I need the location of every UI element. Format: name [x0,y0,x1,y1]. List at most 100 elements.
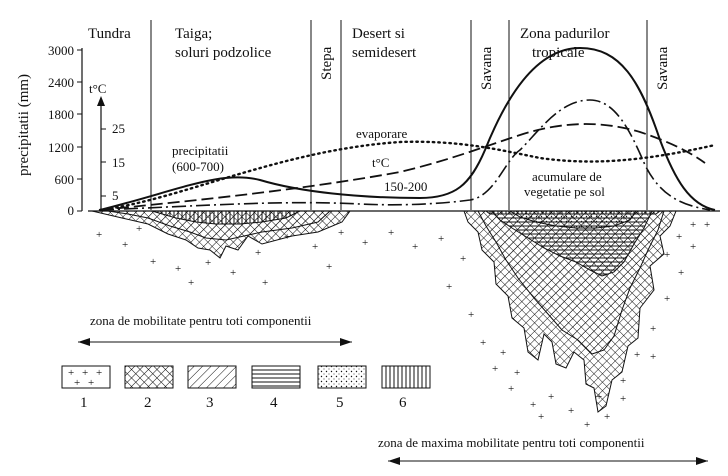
temperature-curve [99,123,706,211]
svg-text:+: + [188,277,194,289]
zone-label-savana-left: Savana [479,46,495,90]
climate-curves [98,46,717,212]
svg-text:+: + [96,229,102,241]
svg-text:+: + [568,405,574,417]
zone-label-desert-2: semidesert [352,45,417,61]
svg-text:+: + [438,233,444,245]
temp-axis: t°C 25 15 5 [89,81,125,211]
svg-text:+: + [650,351,656,363]
svg-text:+: + [514,367,520,379]
zone-label-taiga-2: soluri podzolice [175,45,272,61]
precip-label-2: (600-700) [172,159,224,174]
legend-swatch-4 [251,365,301,389]
svg-text:+: + [538,411,544,423]
svg-text:+: + [678,267,684,279]
svg-text:+: + [74,377,80,389]
legend-label-6: 6 [399,395,407,411]
svg-text:+: + [620,393,626,405]
precipitation-curve [99,46,716,211]
svg-text:+: + [262,277,268,289]
tropical-horizontal-zone [490,210,653,277]
legend-labels: 1 2 3 4 5 6 [80,395,407,411]
legend-swatch-6 [381,365,431,389]
temperature-curve-label: t°C [372,155,389,170]
precip-tick-2400: 2400 [48,75,74,90]
tropical-weathering-profile [463,210,677,413]
svg-text:+: + [88,377,94,389]
svg-text:+: + [548,391,554,403]
vegetation-curve [99,99,711,211]
temp-tick-5: 5 [112,188,119,203]
svg-text:+: + [508,383,514,395]
vegetation-label-2: vegetatie pe sol [524,184,605,199]
zone-label-stepa: Stepa [319,46,335,80]
svg-text:+: + [122,239,128,251]
evaporation-curve [98,140,717,212]
svg-text:+: + [690,241,696,253]
svg-text:+: + [650,323,656,335]
precip-tick-3000: 3000 [48,43,74,58]
legend-swatch-3 [187,365,237,389]
svg-text:+: + [690,219,696,231]
svg-text:+: + [530,399,536,411]
svg-text:+: + [205,257,211,269]
legend-label-3: 3 [206,395,214,411]
precip-tick-0: 0 [68,203,75,218]
mobility-arrows: zona de mobilitate pentru toti component… [78,313,708,465]
svg-text:+: + [326,261,332,273]
svg-text:+: + [68,367,74,379]
precip-tick-600: 600 [55,172,75,187]
svg-text:+: + [150,256,156,268]
svg-text:+: + [604,411,610,423]
max-mobility-label: zona de maxima mobilitate pentru toti co… [378,435,645,450]
mobility-zone-label: zona de mobilitate pentru toti component… [90,313,312,328]
zone-label-tundra: Tundra [88,26,131,42]
svg-text:+: + [338,227,344,239]
evaporation-label: evaporare [356,126,407,141]
svg-text:+: + [175,263,181,275]
precip-axis-label: precipitatii (mm) [16,74,32,176]
legend-label-4: 4 [270,395,278,411]
svg-text:+: + [136,223,142,235]
bedrock-crosses: +++ + ++ + + + ++ + ++ + + + + ++ + ++ + + ++ + ++ … [96,219,710,431]
svg-text:+: + [362,237,368,249]
svg-text:+: + [676,231,682,243]
temp-tick-25: 25 [112,121,125,136]
legend-swatch-2 [124,365,174,389]
precip-axis: 3000 2400 1800 1200 600 0 precipitatii (… [16,43,83,218]
zone-label-taiga-1: Taiga; [175,26,212,42]
svg-text:+: + [492,363,498,375]
vegetation-label-1: acumulare de [532,169,602,184]
svg-text:+: + [312,241,318,253]
svg-text:+: + [468,309,474,321]
svg-text:+: + [704,219,710,231]
legend-label-2: 2 [144,395,152,411]
zone-label-desert-1: Desert si [352,26,405,42]
svg-text:+: + [480,337,486,349]
temp-axis-label: t°C [89,81,106,96]
precip-tick-1200: 1200 [48,140,74,155]
legend-label-1: 1 [80,395,88,411]
svg-text:+: + [230,267,236,279]
zone-dividers [150,20,648,210]
precip-tick-1800: 1800 [48,107,74,122]
temperate-vertical-zone [151,210,301,225]
precip-label-1: precipitatii [172,143,229,158]
temperate-weathering-profile [91,210,351,259]
svg-text:+: + [460,253,466,265]
svg-text:+: + [96,367,102,379]
temp-tick-15: 15 [112,155,125,170]
svg-text:+: + [664,249,670,261]
value-label-150-200: 150-200 [384,179,427,194]
svg-text:+: + [584,419,590,431]
svg-text:+: + [255,247,261,259]
legend-label-5: 5 [336,395,344,411]
zone-label-savana-right: Savana [655,46,671,90]
legend-swatch-1 [61,365,111,389]
svg-text:+: + [620,375,626,387]
svg-text:+: + [664,293,670,305]
svg-text:+: + [500,347,506,359]
zone-label-tropical-1: Zona padurilor [520,26,610,42]
zone-labels: Tundra Taiga; soluri podzolice Stepa Des… [88,26,671,90]
